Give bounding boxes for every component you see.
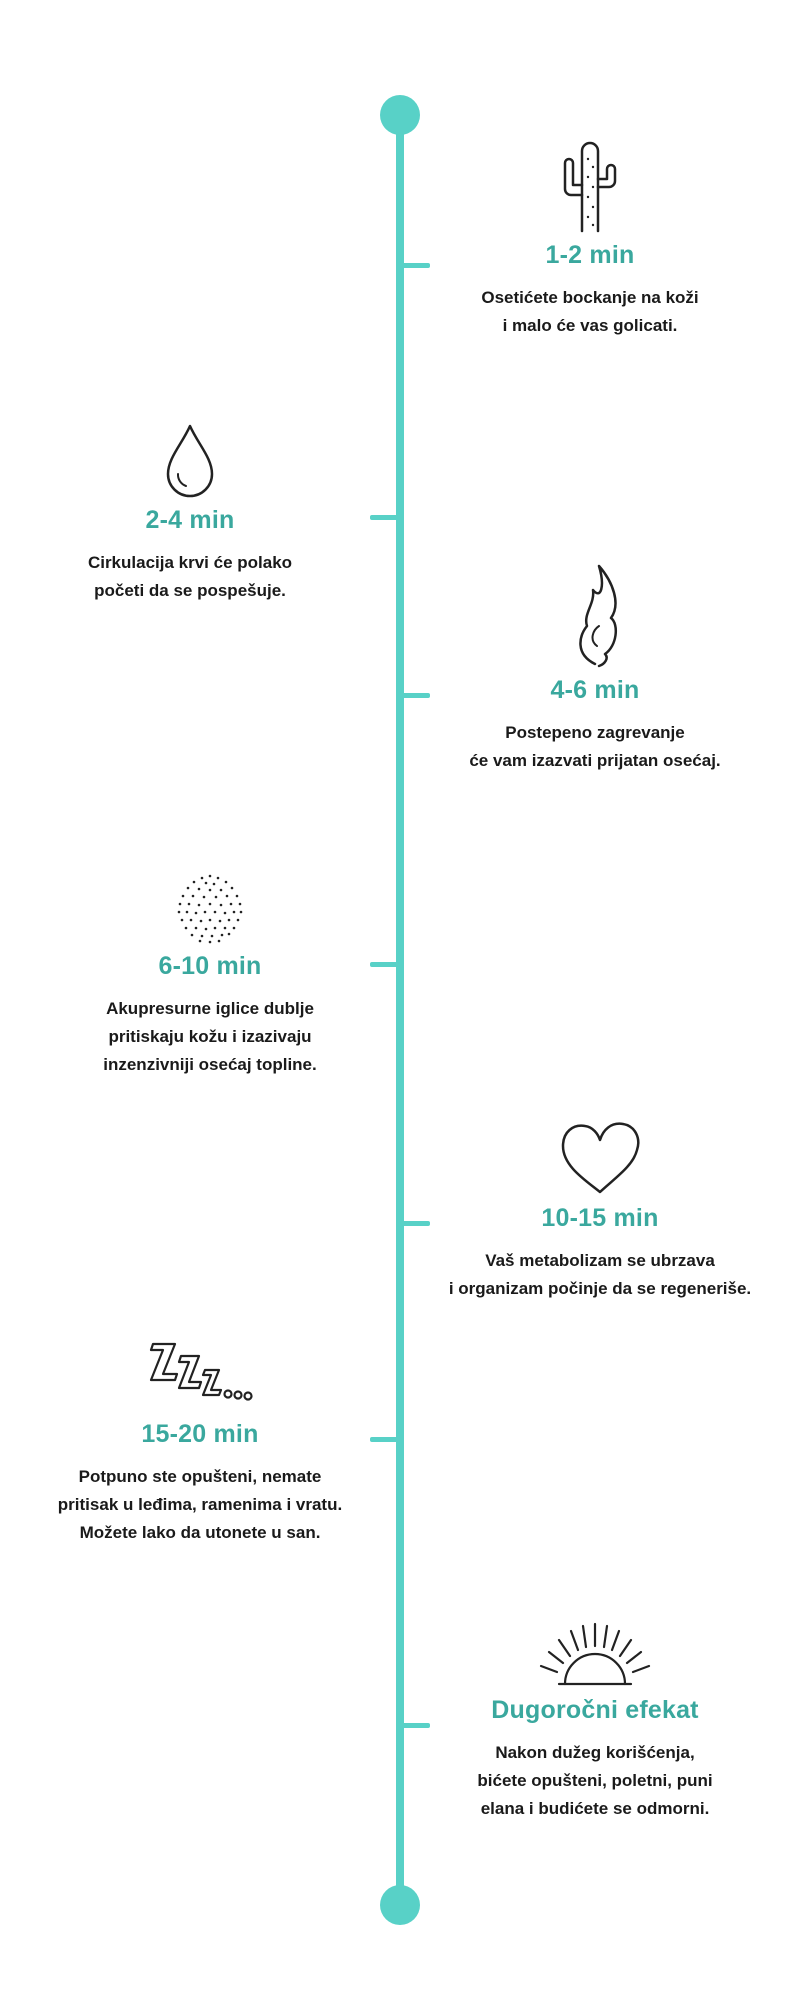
entry-description: Vaš metabolizam se ubrzava i organizam p… bbox=[448, 1251, 752, 1298]
timeline-entry: 6-10 min Akupresurne iglice dublje priti… bbox=[50, 870, 370, 1079]
entry-time: 1-2 min bbox=[545, 241, 635, 269]
timeline-start-dot bbox=[380, 95, 420, 135]
entry-description: Potpuno ste opušteni, nemate pritisak u … bbox=[57, 1467, 343, 1542]
timeline-tick bbox=[370, 1437, 398, 1442]
timeline-entry: 2-4 min Cirkulacija krvi će polako počet… bbox=[40, 420, 340, 605]
sleep-zzz-icon bbox=[149, 1342, 253, 1401]
timeline-end-dot bbox=[380, 1885, 420, 1925]
sunrise-icon bbox=[539, 1622, 651, 1686]
entry-description: Nakon dužeg korišćenja, bićete opušteni,… bbox=[477, 1743, 713, 1818]
timeline-entry: 10-15 min Vaš metabolizam se ubrzava i o… bbox=[410, 1118, 790, 1303]
heart-icon bbox=[561, 1122, 640, 1194]
entry-time: 15-20 min bbox=[141, 1420, 259, 1448]
entry-time: 6-10 min bbox=[158, 952, 262, 980]
timeline-tick bbox=[402, 1221, 430, 1226]
timeline-tick bbox=[402, 1723, 430, 1728]
entry-time: 4-6 min bbox=[550, 676, 640, 704]
entry-time: 2-4 min bbox=[145, 506, 235, 534]
timeline-tick bbox=[402, 263, 430, 268]
timeline-line bbox=[396, 115, 404, 1905]
dots-circle-icon bbox=[177, 874, 243, 944]
timeline-tick bbox=[370, 962, 398, 967]
timeline-entry: 4-6 min Postepeno zagrevanje će vam izaz… bbox=[430, 560, 760, 775]
entry-description: Cirkulacija krvi će polako početi da se … bbox=[87, 553, 293, 600]
entry-time: 10-15 min bbox=[541, 1204, 659, 1232]
water-drop-icon bbox=[166, 424, 214, 498]
timeline-entry: 1-2 min Osetićete bockanje na koži i mal… bbox=[430, 135, 750, 340]
entry-description: Osetićete bockanje na koži i malo će vas… bbox=[481, 288, 699, 335]
entry-description: Akupresurne iglice dublje pritiskaju kož… bbox=[103, 999, 317, 1074]
timeline-entry: 15-20 min Potpuno ste opušteni, nemate p… bbox=[30, 1338, 370, 1547]
entry-time: Dugoročni efekat bbox=[491, 1696, 699, 1724]
flame-icon bbox=[579, 564, 618, 668]
cactus-icon bbox=[563, 141, 617, 233]
timeline-entry: Dugoročni efekat Nakon dužeg korišćenja,… bbox=[430, 1620, 760, 1823]
timeline-tick bbox=[402, 693, 430, 698]
entry-description: Postepeno zagrevanje će vam izazvati pri… bbox=[469, 723, 721, 770]
timeline-tick bbox=[370, 515, 398, 520]
